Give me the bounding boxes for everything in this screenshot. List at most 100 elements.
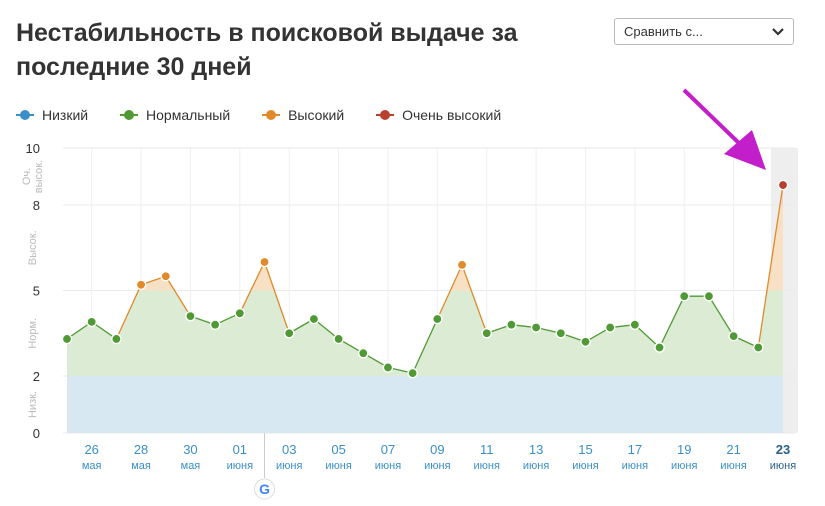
- x-tick-month: июня: [523, 460, 549, 472]
- annotation-arrow-head: [724, 130, 766, 170]
- data-point: [357, 347, 369, 359]
- chevron-down-icon: [772, 28, 784, 36]
- x-tick-month: июня: [375, 460, 401, 472]
- x-tick-day: 17: [628, 442, 642, 457]
- data-point: [333, 333, 344, 345]
- zone-label: высок.: [33, 160, 45, 193]
- series-line-segment: [165, 275, 192, 317]
- data-point: [703, 290, 715, 302]
- data-point: [234, 307, 246, 319]
- x-tick-day: 28: [134, 442, 148, 457]
- data-point: [185, 310, 196, 322]
- x-tick-day: 09: [430, 442, 444, 457]
- series-line-segment: [263, 261, 290, 334]
- data-point: [382, 362, 394, 373]
- x-tick-month: июня: [474, 460, 500, 472]
- x-tick-day: 26: [84, 442, 98, 457]
- x-tick-day: 19: [677, 442, 691, 457]
- x-tick-month: июня: [720, 460, 746, 472]
- series-line-segment: [436, 264, 463, 320]
- x-tick-day: 07: [381, 442, 395, 457]
- x-tick-day: 21: [726, 442, 740, 457]
- legend-label: Низкий: [42, 107, 89, 123]
- zone-label: Оч.: [21, 168, 33, 185]
- data-point: [753, 342, 764, 353]
- data-point: [456, 259, 468, 271]
- google-update-icon: [254, 478, 276, 500]
- x-tick-month: июня: [572, 460, 598, 472]
- legend-item-high[interactable]: Высокий: [262, 107, 344, 123]
- series-line-segment: [461, 264, 488, 334]
- series-line-segment: [708, 295, 735, 337]
- data-point: [259, 256, 270, 268]
- data-point: [61, 333, 73, 345]
- x-tick-month: июня: [424, 460, 450, 472]
- data-point: [308, 313, 320, 325]
- legend-marker-icon: [120, 109, 139, 121]
- x-tick-month: июня: [325, 460, 351, 472]
- y-tick-label: 5: [33, 284, 40, 299]
- series-line-segment: [757, 184, 784, 348]
- compare-dropdown-label: Сравнить с...: [624, 24, 703, 39]
- data-point: [555, 327, 567, 339]
- series-line-segment: [634, 324, 660, 348]
- legend-label: Высокий: [288, 107, 345, 123]
- x-tick-day: 23: [776, 442, 790, 457]
- series-line-segment: [239, 261, 266, 314]
- data-point: [777, 179, 789, 191]
- page-title: Нестабильность в поисковой выдаче за пос…: [16, 19, 518, 81]
- x-tick-day: 03: [282, 442, 296, 457]
- x-tick-month: июня: [227, 460, 253, 472]
- x-tick-month: июня: [671, 460, 697, 472]
- x-tick-month: мая: [131, 460, 151, 472]
- zone-area-0: [67, 376, 783, 433]
- legend-label: Нормальный: [146, 107, 231, 123]
- y-tick-label: 10: [26, 141, 40, 156]
- x-tick-day: 13: [529, 442, 543, 457]
- data-point: [283, 327, 295, 339]
- data-point: [654, 342, 665, 353]
- y-tick-label: 0: [33, 426, 40, 441]
- data-point: [432, 313, 443, 325]
- zone-area-3: [779, 185, 783, 205]
- data-point: [530, 322, 542, 333]
- x-tick-month: июня: [770, 460, 796, 472]
- x-tick-day: 05: [331, 442, 345, 457]
- data-point: [407, 367, 418, 379]
- legend-item-low[interactable]: Низкий: [16, 107, 88, 123]
- data-point: [604, 322, 616, 333]
- data-point: [209, 319, 221, 331]
- legend-marker-icon: [16, 109, 34, 121]
- series-line-segment: [412, 318, 438, 374]
- y-tick-label: 8: [33, 198, 40, 213]
- x-tick-day: 01: [233, 442, 247, 457]
- x-tick-month: июня: [276, 460, 302, 472]
- chart-legend: Низкий Нормальный Высокий Очень высокий: [16, 107, 529, 124]
- x-tick-month: мая: [82, 460, 102, 472]
- legend-marker-icon: [376, 109, 395, 121]
- series-line-segment: [115, 284, 142, 340]
- annotation-arrow-shaft: [682, 88, 744, 148]
- legend-item-very-high[interactable]: Очень высокий: [376, 107, 501, 123]
- data-point: [111, 333, 122, 345]
- zone-label: Высок.: [27, 230, 39, 265]
- x-tick-day: 30: [183, 442, 197, 457]
- x-tick-month: мая: [181, 460, 201, 472]
- zone-area-1: [67, 290, 783, 376]
- y-tick-label: 2: [33, 369, 40, 384]
- legend-marker-icon: [262, 109, 281, 121]
- google-update-icon-letter: G: [259, 481, 270, 497]
- zone-label: Низк.: [27, 391, 39, 418]
- x-tick-day: 15: [578, 442, 592, 457]
- compare-dropdown[interactable]: Сравнить с...: [614, 18, 794, 45]
- data-point: [629, 319, 641, 331]
- data-point: [580, 336, 591, 348]
- x-tick-month: июня: [622, 460, 648, 472]
- data-point: [728, 330, 739, 342]
- legend-label: Очень высокий: [402, 107, 502, 123]
- zone-area-2: [138, 205, 783, 291]
- data-point: [160, 270, 172, 282]
- data-point: [135, 279, 147, 291]
- legend-item-normal[interactable]: Нормальный: [120, 107, 230, 123]
